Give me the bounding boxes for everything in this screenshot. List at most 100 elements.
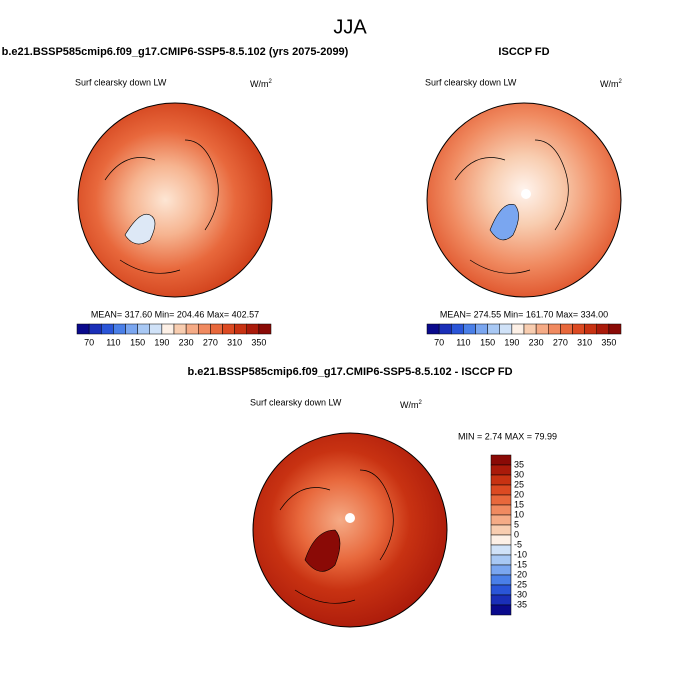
colorbar-label: 20 — [514, 489, 524, 499]
colorbar-label: -25 — [514, 579, 527, 589]
colorbar-label: 110 — [106, 337, 120, 347]
panel-title: b.e21.BSSP585cmip6.f09_g17.CMIP6-SSP5-8.… — [187, 366, 512, 378]
colorbar-box — [475, 323, 488, 335]
colorbar-label: 30 — [514, 469, 524, 479]
stats: MEAN= 274.55 Min= 161.70 Max= 334.00 — [440, 309, 608, 319]
colorbars: 70 110 150 190 230 270 310 350 70 110 150 190 230 270… — [76, 323, 622, 616]
colorbar-label: 70 — [84, 337, 94, 347]
colorbar-box — [258, 323, 272, 335]
panel-title: ISCCP FD — [498, 46, 549, 58]
panel-subtitle: Surf clearsky down LW — [250, 397, 342, 407]
map — [252, 432, 448, 628]
colorbar-box — [572, 323, 585, 335]
colorbar-label: 270 — [203, 337, 218, 347]
colorbar-label: -5 — [514, 539, 522, 549]
colorbar-label: 190 — [504, 337, 519, 347]
colorbar-label: -35 — [514, 599, 527, 609]
unit-base: W/m — [250, 79, 269, 89]
colorbar-box — [490, 464, 512, 476]
stats: MEAN= 317.60 Min= 204.46 Max= 402.57 — [91, 309, 259, 319]
colorbar-box — [499, 323, 513, 335]
map — [426, 102, 622, 298]
colorbar-box — [451, 323, 464, 335]
colorbar-label: 25 — [514, 479, 524, 489]
colorbar-box — [198, 323, 211, 335]
colorbar-box — [149, 323, 163, 335]
colorbar-label: 10 — [514, 509, 524, 519]
unit-base: W/m — [400, 400, 419, 410]
colorbar-label: 15 — [514, 499, 524, 509]
colorbar-box — [596, 323, 610, 335]
colorbar-box — [490, 584, 512, 596]
unit: W/m2 — [250, 79, 273, 90]
colorbar-box — [490, 604, 512, 616]
colorbar-label: 110 — [456, 337, 470, 347]
colorbar-box — [426, 323, 440, 335]
colorbar-box — [76, 323, 90, 335]
colorbar-box — [210, 323, 223, 335]
colorbar-label: 230 — [179, 337, 194, 347]
colorbar-box — [185, 323, 199, 335]
stats: MIN = 2.74 MAX = 79.99 — [458, 431, 557, 441]
colorbar-label: 350 — [251, 337, 266, 347]
colorbar-box — [548, 323, 561, 335]
colorbar-label: 310 — [577, 337, 592, 347]
colorbar-box — [490, 534, 512, 546]
unit-exp: 2 — [419, 400, 423, 406]
colorbar-label: 70 — [434, 337, 444, 347]
colorbar-box — [490, 484, 512, 496]
colorbar-label: 270 — [553, 337, 568, 347]
colorbar-box — [490, 454, 512, 466]
unit: W/m2 — [400, 400, 423, 411]
colorbar-box — [246, 323, 260, 335]
colorbar-box — [490, 494, 512, 506]
colorbar-box — [173, 323, 187, 335]
map — [77, 102, 273, 298]
figure-title: JJA — [333, 16, 367, 38]
colorbar-box — [490, 554, 512, 566]
colorbar-box — [487, 323, 500, 335]
colorbar-box — [511, 323, 525, 335]
colorbar-box — [137, 323, 150, 335]
colorbar-label: 0 — [514, 529, 519, 539]
colorbar-box — [490, 594, 512, 606]
colorbar-box — [463, 323, 476, 335]
colorbar-box — [101, 323, 114, 335]
colorbar-label: 190 — [154, 337, 169, 347]
colorbar-box — [88, 323, 102, 335]
unit: W/m2 — [600, 79, 623, 90]
colorbar-box — [490, 514, 512, 526]
colorbar-box — [490, 504, 512, 516]
colorbar-label: 230 — [529, 337, 544, 347]
colorbar-label: -15 — [514, 559, 527, 569]
colorbar-box — [222, 323, 235, 335]
colorbar-box — [490, 544, 512, 556]
colorbar-box — [490, 564, 512, 576]
colorbar-box — [113, 323, 126, 335]
colorbar-label: 5 — [514, 519, 519, 529]
colorbar-box — [584, 323, 597, 335]
panel-title: b.e21.BSSP585cmip6.f09_g17.CMIP6-SSP5-8.… — [2, 46, 349, 58]
colorbar-box — [490, 524, 512, 536]
panel-subtitle: Surf clearsky down LW — [75, 77, 167, 87]
colorbar-box — [490, 574, 512, 586]
colorbar-label: 35 — [514, 459, 524, 469]
colorbar-box — [161, 323, 175, 335]
unit-exp: 2 — [269, 79, 273, 85]
colorbar-box — [523, 323, 537, 335]
colorbar-box — [535, 323, 549, 335]
colorbar-label: 310 — [227, 337, 242, 347]
colorbar-box — [438, 323, 452, 335]
colorbar-box — [560, 323, 573, 335]
colorbar-label: 350 — [601, 337, 616, 347]
colorbar-label: 150 — [130, 337, 145, 347]
panel-subtitle: Surf clearsky down LW — [425, 77, 517, 87]
colorbar-box — [490, 474, 512, 486]
colorbar-box — [234, 323, 247, 335]
unit-exp: 2 — [619, 79, 623, 85]
colorbar-label: 150 — [480, 337, 495, 347]
colorbar-label: -30 — [514, 589, 527, 599]
colorbar-label: -10 — [514, 549, 527, 559]
colorbar-label: -20 — [514, 569, 527, 579]
